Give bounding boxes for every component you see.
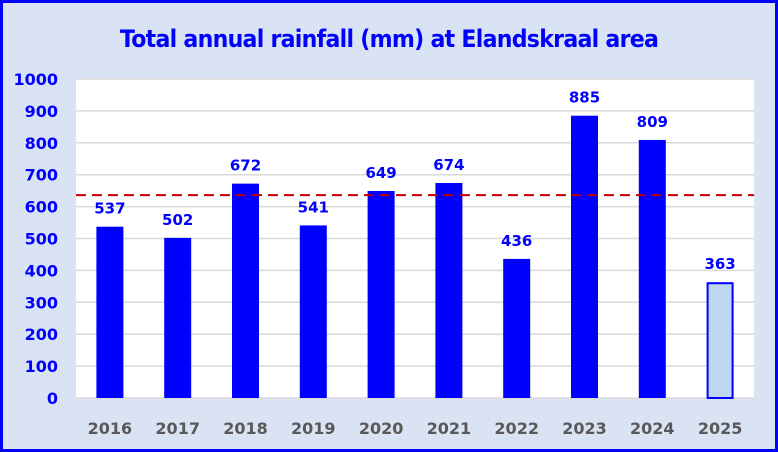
x-tick-label: 2016 xyxy=(88,419,133,438)
y-tick-label: 800 xyxy=(25,134,58,153)
x-tick-label: 2024 xyxy=(630,419,675,438)
bar xyxy=(164,237,192,398)
data-label: 649 xyxy=(365,164,396,182)
y-tick-label: 200 xyxy=(25,325,58,344)
data-label: 541 xyxy=(298,198,329,216)
y-tick-label: 400 xyxy=(25,261,58,280)
x-tick-label: 2020 xyxy=(359,419,404,438)
y-tick-label: 900 xyxy=(25,102,58,121)
x-tick-label: 2023 xyxy=(562,419,607,438)
y-tick-label: 0 xyxy=(47,389,58,408)
bar xyxy=(367,190,395,398)
y-tick-label: 500 xyxy=(25,230,58,249)
data-label: 537 xyxy=(94,200,125,218)
x-tick-label: 2017 xyxy=(155,419,200,438)
bar xyxy=(299,225,327,398)
x-tick-label: 2022 xyxy=(494,419,539,438)
bar xyxy=(638,139,666,398)
bar xyxy=(435,182,463,398)
data-label: 674 xyxy=(433,156,464,174)
y-tick-label: 600 xyxy=(25,198,58,217)
y-tick-label: 300 xyxy=(25,293,58,312)
x-tick-label: 2019 xyxy=(291,419,336,438)
bar xyxy=(571,115,598,398)
bar xyxy=(706,282,734,399)
y-tick-label: 1000 xyxy=(13,70,58,89)
data-label: 809 xyxy=(637,113,668,131)
x-tick-label: 2018 xyxy=(223,419,268,438)
data-label: 363 xyxy=(704,255,735,273)
x-tick-label: 2025 xyxy=(698,419,743,438)
y-tick-label: 700 xyxy=(25,166,58,185)
bar xyxy=(96,226,124,398)
bar-chart: 0 100 200 300 400 500 600 700 800 900 1000 537 2016 5… xyxy=(13,70,754,438)
y-tick-label: 100 xyxy=(25,357,58,376)
data-label: 502 xyxy=(162,211,193,229)
data-label: 672 xyxy=(230,157,261,175)
bar xyxy=(503,258,531,398)
chart-title: Total annual rainfall (mm) at Elandskraa… xyxy=(119,25,659,53)
x-tick-label: 2021 xyxy=(427,419,472,438)
data-label: 436 xyxy=(501,232,532,250)
bar xyxy=(232,183,259,398)
data-label: 885 xyxy=(569,89,600,107)
